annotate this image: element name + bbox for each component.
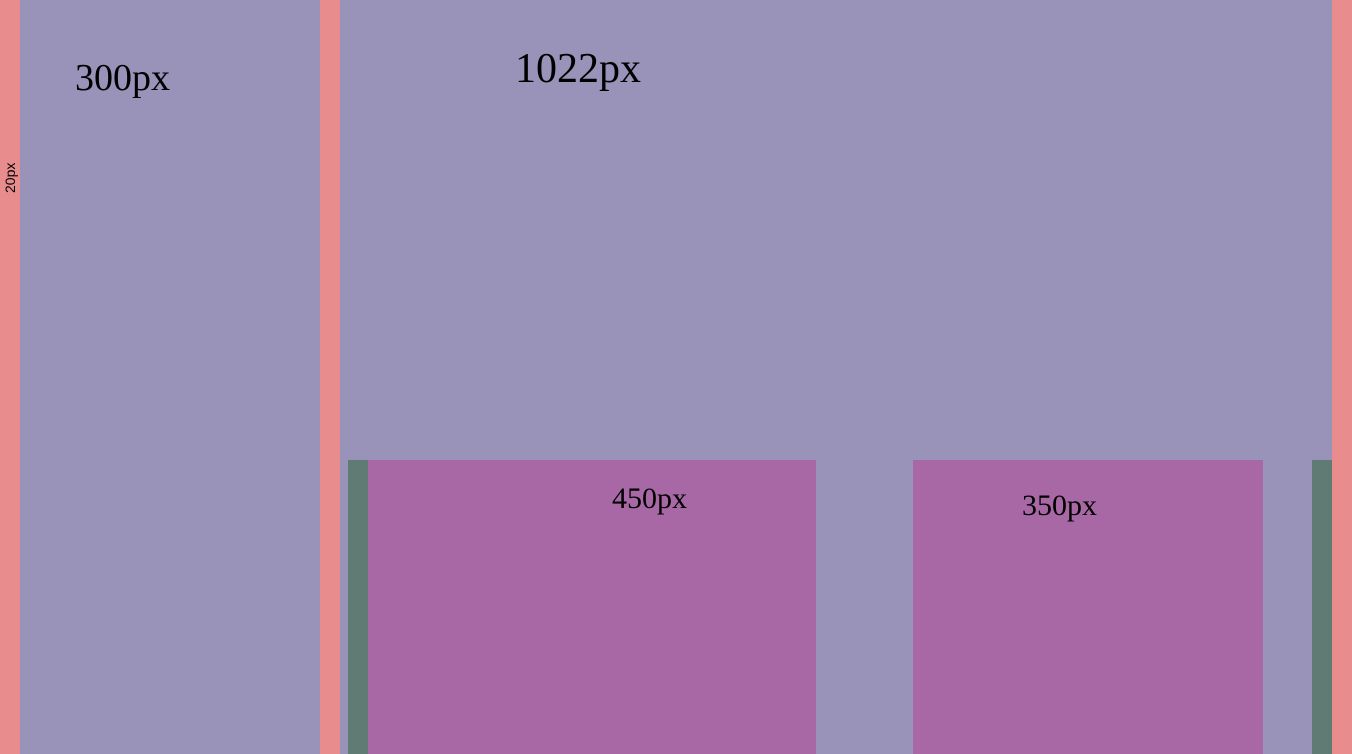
right-box-width-label: 350px <box>1022 489 1097 522</box>
right-content-box <box>913 460 1263 754</box>
left-inner-bar <box>348 460 368 754</box>
left-content-box <box>368 460 816 754</box>
sidebar-width-label: 300px <box>75 57 170 99</box>
left-gutter <box>0 0 20 754</box>
sidebar-panel <box>20 0 320 754</box>
left-box-width-label: 450px <box>612 482 687 515</box>
right-gutter <box>1332 0 1352 754</box>
gutter-width-label: 20px <box>2 162 18 193</box>
middle-gutter <box>320 0 340 754</box>
right-inner-bar <box>1312 460 1332 754</box>
main-width-label: 1022px <box>515 46 641 92</box>
